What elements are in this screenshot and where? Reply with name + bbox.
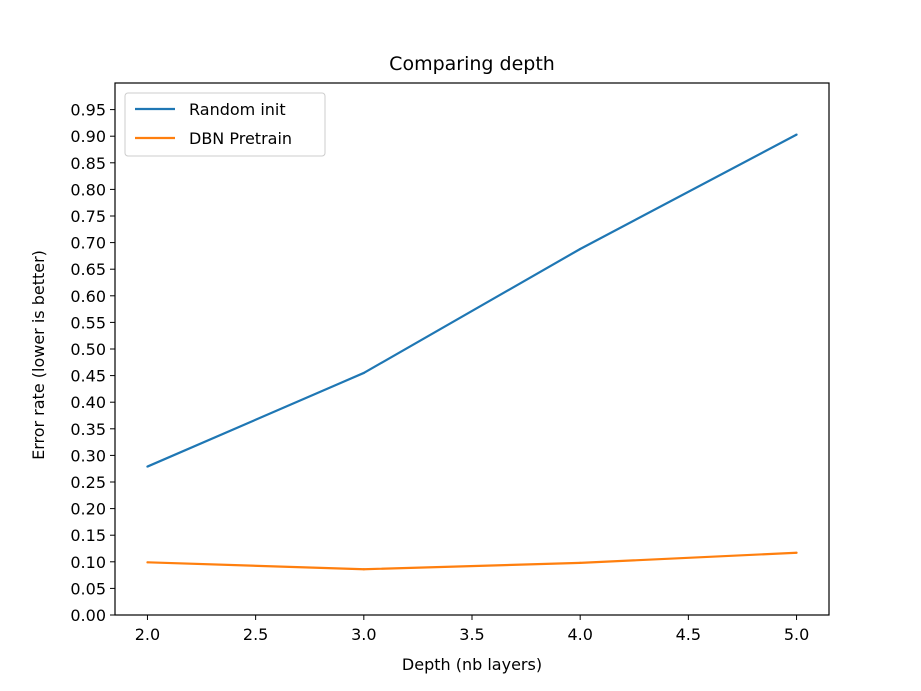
data-point	[579, 561, 582, 564]
y-tick-label: 0.10	[70, 553, 106, 572]
x-tick-label: 4.0	[567, 625, 592, 644]
data-point	[579, 247, 582, 251]
y-tick-label: 0.45	[70, 367, 106, 386]
series-line-0	[147, 133, 798, 468]
x-tick-label: 5.0	[784, 625, 809, 644]
y-tick-label: 0.65	[70, 260, 106, 279]
y-tick-label: 0.55	[70, 313, 106, 332]
y-tick-label: 0.75	[70, 207, 106, 226]
y-tick-label: 0.00	[70, 606, 106, 625]
y-tick-label: 0.35	[70, 420, 106, 439]
x-tick-label: 2.0	[135, 625, 160, 644]
y-tick-label: 0.05	[70, 579, 106, 598]
y-axis-label: Error rate (lower is better)	[29, 250, 48, 460]
plot-series	[146, 133, 798, 571]
legend: Random init DBN Pretrain	[124, 92, 326, 157]
data-point	[362, 568, 365, 571]
x-tick-label: 4.5	[676, 625, 701, 644]
data-point	[146, 561, 149, 564]
y-tick-label: 0.60	[70, 287, 106, 306]
legend-label: Random init	[189, 100, 286, 119]
y-tick-label: 0.70	[70, 234, 106, 253]
y-tick-label: 0.20	[70, 500, 106, 519]
x-axis-label: Depth (nb layers)	[402, 655, 542, 674]
y-tick-label: 0.85	[70, 154, 106, 173]
legend-label: DBN Pretrain	[189, 129, 292, 148]
data-point	[795, 551, 798, 554]
y-tick-label: 0.95	[70, 101, 106, 120]
y-tick-label: 0.30	[70, 446, 106, 465]
y-axis: 0.00 0.05 0.10 0.15 0.20 0.25 0.30 0.35 0.40 0.45…	[70, 101, 115, 625]
y-tick-label: 0.50	[70, 340, 106, 359]
y-tick-label: 0.25	[70, 473, 106, 492]
y-tick-label: 0.90	[70, 127, 106, 146]
data-point	[146, 465, 149, 468]
y-tick-label: 0.40	[70, 393, 106, 412]
chart-title: Comparing depth	[389, 53, 555, 75]
data-point	[795, 133, 798, 136]
series-line-1	[147, 551, 797, 571]
x-axis: 2.0 2.5 3.0 3.5 4.0 4.5 5.0	[135, 615, 809, 644]
x-tick-label: 3.5	[459, 625, 484, 644]
x-tick-label: 3.0	[351, 625, 376, 644]
data-point	[362, 371, 365, 375]
x-tick-label: 2.5	[243, 625, 268, 644]
y-tick-label: 0.15	[70, 526, 106, 545]
y-tick-label: 0.80	[70, 180, 106, 199]
